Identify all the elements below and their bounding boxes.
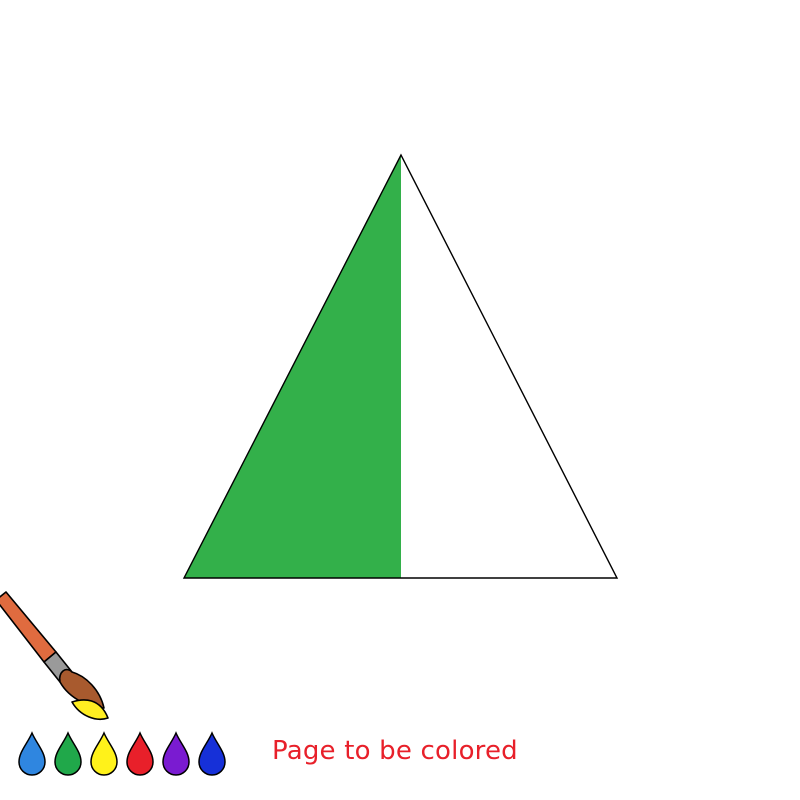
purple-drop-icon[interactable] [162,731,190,776]
page-caption: Page to be colored [272,736,518,766]
green-drop-icon[interactable] [54,731,82,776]
brush-handle [0,591,57,663]
triangle-shape[interactable] [182,153,619,579]
light-blue-drop-icon[interactable] [18,731,46,776]
dark-blue-drop-icon[interactable] [198,731,226,776]
yellow-drop-icon[interactable] [90,731,118,776]
paint-brush-icon [0,591,109,720]
red-drop-icon[interactable] [126,731,154,776]
brush-paint-tip [71,699,109,720]
triangle-outline [182,153,619,579]
paint-drops-row [18,731,226,776]
